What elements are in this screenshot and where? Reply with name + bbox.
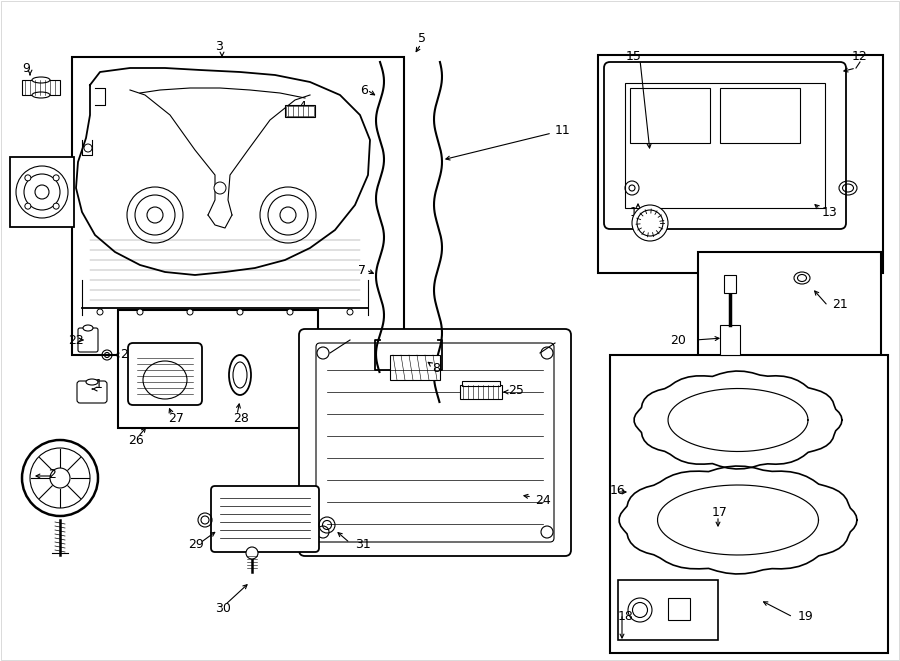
Circle shape	[25, 203, 31, 209]
Circle shape	[84, 144, 92, 152]
Ellipse shape	[32, 77, 50, 83]
Text: 6: 6	[360, 83, 368, 97]
Ellipse shape	[83, 325, 93, 331]
Bar	[625, 83, 825, 208]
Text: 26: 26	[128, 434, 144, 446]
Bar	[22, 80, 60, 95]
Bar	[286, 106, 314, 116]
Bar	[720, 325, 740, 355]
Text: 2: 2	[48, 467, 56, 481]
Text: 5: 5	[418, 32, 426, 44]
Ellipse shape	[143, 361, 187, 399]
Bar	[618, 580, 718, 640]
Circle shape	[22, 440, 98, 516]
Circle shape	[127, 187, 183, 243]
FancyBboxPatch shape	[128, 343, 202, 405]
Circle shape	[24, 174, 60, 210]
Bar	[390, 355, 440, 380]
Bar	[10, 157, 74, 227]
Circle shape	[50, 468, 70, 488]
Text: 19: 19	[798, 611, 814, 623]
Circle shape	[97, 309, 103, 315]
Circle shape	[632, 205, 668, 241]
Text: 18: 18	[618, 611, 634, 623]
Text: 13: 13	[822, 206, 838, 219]
Circle shape	[237, 309, 243, 315]
Text: 8: 8	[432, 362, 440, 375]
FancyBboxPatch shape	[604, 62, 846, 229]
Text: 31: 31	[355, 539, 371, 551]
Circle shape	[268, 195, 308, 235]
Circle shape	[280, 207, 296, 223]
Bar	[698, 252, 881, 384]
Text: 22: 22	[68, 334, 84, 346]
Ellipse shape	[86, 379, 98, 385]
Circle shape	[347, 309, 353, 315]
Circle shape	[30, 448, 90, 508]
Text: 9: 9	[22, 61, 30, 75]
FancyBboxPatch shape	[211, 486, 319, 552]
Text: 23: 23	[120, 348, 136, 362]
Text: 17: 17	[712, 506, 728, 520]
Text: 21: 21	[832, 299, 848, 311]
Text: 27: 27	[168, 412, 184, 424]
Text: 16: 16	[610, 483, 626, 496]
Circle shape	[187, 309, 193, 315]
Bar	[72, 57, 404, 355]
Bar	[598, 55, 883, 273]
Bar	[668, 598, 690, 620]
Text: 28: 28	[233, 412, 249, 424]
Circle shape	[246, 547, 258, 559]
Ellipse shape	[32, 92, 50, 98]
Text: 15: 15	[626, 50, 642, 63]
Bar	[720, 88, 800, 143]
Text: 1: 1	[95, 379, 103, 391]
Text: 7: 7	[358, 264, 366, 276]
Circle shape	[53, 175, 59, 181]
Circle shape	[135, 195, 175, 235]
Text: 24: 24	[535, 494, 551, 506]
Circle shape	[53, 203, 59, 209]
Text: 30: 30	[215, 602, 231, 615]
Text: 11: 11	[555, 124, 571, 137]
FancyBboxPatch shape	[77, 381, 107, 403]
Text: 10: 10	[20, 176, 36, 188]
Circle shape	[16, 166, 68, 218]
Circle shape	[260, 187, 316, 243]
Bar	[630, 88, 710, 143]
Bar	[462, 381, 500, 386]
Text: 4: 4	[298, 100, 306, 114]
Circle shape	[287, 309, 293, 315]
Bar	[460, 385, 502, 399]
Circle shape	[637, 210, 663, 236]
Circle shape	[137, 309, 143, 315]
Text: 14: 14	[630, 206, 646, 219]
Circle shape	[214, 182, 226, 194]
Text: 20: 20	[670, 334, 686, 346]
FancyBboxPatch shape	[78, 328, 98, 352]
Circle shape	[147, 207, 163, 223]
FancyBboxPatch shape	[299, 329, 571, 556]
Circle shape	[25, 175, 31, 181]
Text: 12: 12	[852, 50, 868, 63]
Bar	[724, 275, 736, 293]
Text: 29: 29	[188, 539, 203, 551]
Circle shape	[35, 185, 49, 199]
Bar	[610, 355, 888, 653]
Bar	[118, 310, 318, 428]
Text: 3: 3	[215, 40, 223, 54]
Bar	[285, 105, 315, 117]
Text: 25: 25	[508, 383, 524, 397]
